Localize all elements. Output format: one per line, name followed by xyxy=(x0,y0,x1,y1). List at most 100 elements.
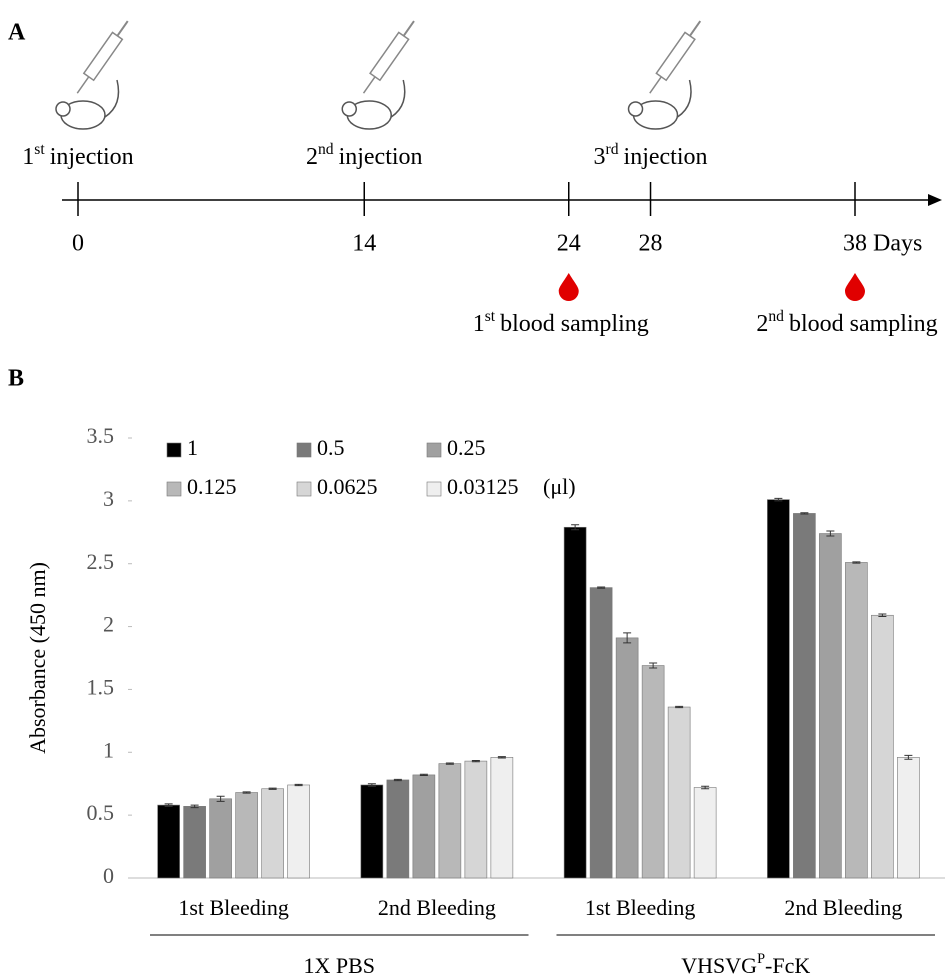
legend-label: 0.03125 xyxy=(447,474,519,499)
text-part: 2 xyxy=(306,144,318,170)
bar xyxy=(360,784,384,879)
label: 2nd injection xyxy=(306,141,423,170)
day-label: 28 xyxy=(639,231,663,257)
y-axis-title: Absorbance (450 nm) xyxy=(25,562,50,754)
y-tick-label: 1.5 xyxy=(87,674,115,699)
y-tick-label: 2.5 xyxy=(87,549,115,574)
day-label: 38 xyxy=(843,231,867,257)
error-bar xyxy=(701,785,710,790)
y-tick-label: 0.5 xyxy=(87,800,115,825)
bar xyxy=(157,804,180,879)
error-bar xyxy=(294,783,303,787)
bar xyxy=(793,513,816,879)
text-part: 3 xyxy=(594,144,606,170)
legend-label: 0.125 xyxy=(187,474,237,499)
bar xyxy=(412,774,436,879)
y-tick-label: 3 xyxy=(103,486,114,511)
panel-label: B xyxy=(8,366,24,392)
y-tick-label: 3.5 xyxy=(87,423,115,448)
label: 1st injection xyxy=(22,141,133,170)
legend-swatch xyxy=(296,442,312,458)
error-bar xyxy=(774,497,783,502)
superscript: nd xyxy=(318,141,334,158)
group-label: 1X PBS xyxy=(303,953,375,977)
error-bar xyxy=(471,759,480,763)
text-part: injection xyxy=(624,144,708,170)
error-bar xyxy=(852,561,861,564)
bar xyxy=(464,760,488,879)
bar xyxy=(490,757,514,879)
bar xyxy=(287,784,310,879)
bar xyxy=(563,526,587,879)
label: 3rd injection xyxy=(594,141,708,170)
error-bar xyxy=(242,791,251,794)
x-tick-label: 1st Bleeding xyxy=(178,895,289,920)
bar xyxy=(667,706,691,879)
legend-label: 0.5 xyxy=(317,435,345,460)
error-bar xyxy=(649,662,658,669)
bar xyxy=(261,788,284,879)
error-bar xyxy=(826,530,835,537)
legend-label: 0.0625 xyxy=(317,474,378,499)
legend-swatch xyxy=(296,481,312,497)
error-bar xyxy=(393,778,402,782)
error-bar xyxy=(190,804,199,809)
error-bar xyxy=(419,773,428,777)
label: VHSVGP-FcK xyxy=(681,951,810,977)
legend-label: 1 xyxy=(187,435,198,460)
superscript: st xyxy=(485,308,496,325)
bar xyxy=(386,779,410,879)
text-part: injection xyxy=(50,144,134,170)
bar xyxy=(641,665,665,879)
day-label: 14 xyxy=(352,231,376,257)
blood-drop xyxy=(845,273,865,301)
mouse-syringe-icon xyxy=(55,20,129,130)
panel-label: A xyxy=(8,20,26,46)
error-bar xyxy=(216,795,225,802)
day-label: 24 xyxy=(557,231,581,257)
text-part: 1 xyxy=(473,311,485,337)
superscript: nd xyxy=(768,308,784,325)
error-bar xyxy=(675,705,684,709)
mouse-syringe-icon xyxy=(341,20,416,130)
bar xyxy=(897,757,920,879)
bar xyxy=(767,499,790,879)
error-bar xyxy=(367,783,376,787)
mouse-syringe-icon xyxy=(627,20,702,130)
text-part: 1 xyxy=(22,144,34,170)
label: 1st blood sampling xyxy=(473,308,649,337)
error-bar xyxy=(164,803,173,807)
text-part: VHSVG xyxy=(681,953,757,977)
legend-swatch xyxy=(166,442,182,458)
y-tick-label: 1 xyxy=(103,737,114,762)
legend-unit: (μl) xyxy=(543,474,576,499)
y-tick-label: 2 xyxy=(103,612,114,637)
legend-swatch xyxy=(426,481,442,497)
text-part: -FcK xyxy=(765,953,810,977)
bar xyxy=(183,806,206,879)
bar xyxy=(845,562,868,879)
bar xyxy=(235,792,258,879)
bar xyxy=(693,787,717,879)
legend-label: 0.25 xyxy=(447,435,486,460)
error-bar xyxy=(623,632,632,644)
bar xyxy=(438,763,462,879)
superscript: P xyxy=(757,951,765,967)
timeline-arrow xyxy=(928,194,942,206)
text-part: 2 xyxy=(756,311,768,337)
superscript: st xyxy=(34,141,45,158)
error-bar xyxy=(904,754,913,760)
text-part: blood sampling xyxy=(789,311,938,337)
error-bar xyxy=(878,613,887,618)
error-bar xyxy=(497,756,506,759)
bar xyxy=(589,587,613,879)
label: 2nd blood sampling xyxy=(756,308,937,337)
bar xyxy=(871,614,894,879)
text-part: blood sampling xyxy=(500,311,649,337)
error-bar xyxy=(571,524,580,531)
y-tick-label: 0 xyxy=(103,863,114,888)
day-label: 0 xyxy=(72,231,84,257)
error-bar xyxy=(597,586,606,589)
x-tick-label: 1st Bleeding xyxy=(585,895,696,920)
